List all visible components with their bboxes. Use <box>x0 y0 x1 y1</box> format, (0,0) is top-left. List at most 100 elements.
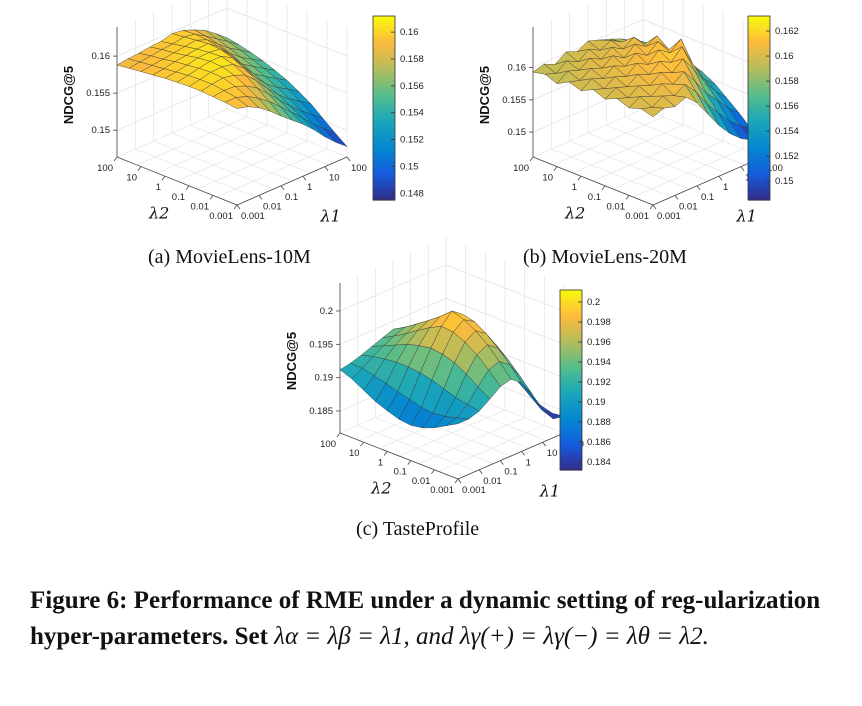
colorbar-segment <box>373 52 395 57</box>
colorbar-segment <box>748 129 770 134</box>
colorbar-segment <box>560 311 582 315</box>
colorbar-segment <box>748 77 770 81</box>
colorbar-segment <box>748 108 770 112</box>
y-tick-mark <box>360 441 364 447</box>
y-axis-line <box>532 156 654 206</box>
colorbar-segment <box>748 120 770 124</box>
subcaption-a: (a) MovieLens-10M <box>148 246 311 268</box>
colorbar-segment <box>748 37 770 42</box>
y-tick-mark <box>601 185 606 191</box>
subcaption-b: (b) MovieLens-20M <box>523 246 687 268</box>
colorbar-segment <box>373 187 395 192</box>
colorbar-segment <box>373 123 395 127</box>
grid-line <box>552 116 664 166</box>
colorbar-segment <box>560 386 582 390</box>
y-tick-label: 0.1 <box>588 192 601 203</box>
colorbar-segment <box>748 58 770 63</box>
colorbar-segment <box>560 416 582 420</box>
colorbar-segment <box>560 452 582 456</box>
colorbar-segment <box>560 335 582 339</box>
colorbar-segment <box>748 147 770 152</box>
y-tick-mark <box>209 195 214 200</box>
surface-plot-tasteprofile: 0.1850.190.1950.20.0010.010.111010010010… <box>222 237 652 514</box>
colorbar-segment <box>748 154 770 158</box>
y-tick-label: 100 <box>320 439 336 450</box>
colorbar-segment <box>373 62 395 66</box>
colorbar-segment <box>748 71 770 75</box>
x-axis-line <box>236 156 348 206</box>
colorbar-segment <box>748 157 770 161</box>
subcaption-c: (c) TasteProfile <box>356 518 480 540</box>
colorbar-segment <box>560 458 582 462</box>
z-tick-label: 0.155 <box>86 88 110 99</box>
z-tick-label: 0.16 <box>508 63 527 74</box>
colorbar-segment <box>560 398 582 402</box>
colorbar-tick-label: 0.16 <box>775 51 794 62</box>
colorbar-segment <box>373 65 395 69</box>
colorbar-segment <box>748 89 770 94</box>
colorbar-segment <box>748 169 770 173</box>
x-tick-label: 1 <box>526 457 531 468</box>
colorbar: 0.148 0.15 0.152 0.154 0.156 0.158 0.16 <box>372 15 424 201</box>
y-tick-mark <box>625 195 630 200</box>
x-tick-mark <box>740 166 745 171</box>
colorbar-segment <box>373 154 395 158</box>
surface <box>339 310 565 429</box>
x-tick-mark <box>478 469 483 475</box>
y-tick-label: 0.1 <box>394 467 407 478</box>
colorbar-segment <box>560 464 582 468</box>
y-tick-mark <box>137 166 142 171</box>
colorbar-segment <box>748 49 770 54</box>
x-tick-label: 0.01 <box>483 476 502 487</box>
figure-caption-math: λα = λβ = λ1, and λγ(+) = λγ(−) = λθ = λ… <box>274 623 709 650</box>
y-tick-label: 0.001 <box>209 211 233 222</box>
colorbar-segment <box>560 377 582 381</box>
grid-line <box>339 264 565 312</box>
x-tick-label: 0.1 <box>701 192 714 203</box>
colorbar-segment <box>373 141 395 146</box>
x-tick-label: 0.1 <box>504 467 517 478</box>
colorbar-segment <box>748 126 770 131</box>
grid-line <box>116 7 348 57</box>
colorbar-tick-label: 0.162 <box>775 26 799 37</box>
colorbar-segment <box>373 16 395 20</box>
x-tick-label: 0.001 <box>462 485 486 496</box>
y-tick-label: 0.001 <box>625 211 649 222</box>
colorbar-segment <box>373 111 395 115</box>
surface-plot-svg: 0.150.1550.160.0010.010.11101001001010.1… <box>61 0 424 225</box>
colorbar-segment <box>748 25 770 29</box>
colorbar-tick-label: 0.156 <box>775 101 799 112</box>
y-tick-mark <box>407 460 412 465</box>
colorbar-segment <box>373 138 395 143</box>
colorbar-segment <box>560 467 582 471</box>
y-tick-label: 10 <box>126 173 137 184</box>
x-tick-mark <box>324 166 329 171</box>
colorbar-segment <box>748 144 770 149</box>
y-tick-label: 0.1 <box>172 192 185 203</box>
colorbar-segment <box>748 86 770 91</box>
y-axis-line <box>116 156 238 206</box>
z-axis-label: NDCG@5 <box>284 332 299 390</box>
colorbar-segment <box>373 98 395 103</box>
colorbar-segment <box>560 320 582 324</box>
surface-patch <box>446 417 470 426</box>
z-axis-label: NDCG@5 <box>61 66 76 124</box>
colorbar-segment <box>748 114 770 118</box>
surface-patch <box>640 107 665 118</box>
x-tick-mark <box>718 175 723 181</box>
y-tick-label: 100 <box>513 163 529 174</box>
x-tick-label: 0.001 <box>657 211 681 222</box>
colorbar-segment <box>373 135 395 140</box>
colorbar: 0.15 0.152 0.154 0.156 0.158 0.16 0.162 <box>747 15 799 201</box>
colorbar-segment <box>748 172 770 177</box>
y-tick-mark <box>529 156 534 162</box>
plot-axes: 0.1850.190.1950.20.0010.010.111010010010… <box>284 237 584 500</box>
colorbar-segment <box>373 19 395 23</box>
colorbar-segment <box>373 196 395 201</box>
colorbar-segment <box>373 71 395 75</box>
colorbar-segment <box>373 129 395 134</box>
colorbar-segment <box>560 428 582 432</box>
surface-plot-svg: 0.150.1550.160.0010.010.11101001001010.1… <box>477 0 799 225</box>
colorbar-segment <box>373 178 395 183</box>
y-tick-mark <box>383 451 388 456</box>
